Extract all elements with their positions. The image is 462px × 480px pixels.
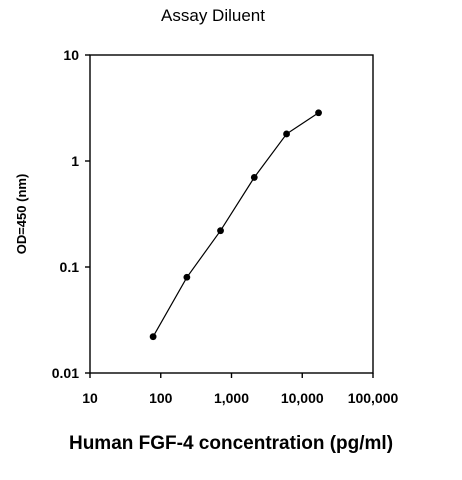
series-group [149,109,322,341]
x-axis-ticks: 10 100 1,000 10,000 100,000 [82,373,399,406]
chart-title: Assay Diluent [161,6,265,25]
y-axis-ticks: 0.01 0.1 1 10 [52,47,90,381]
y-tick-label: 0.01 [52,365,79,381]
x-tick-label: 100,000 [348,390,399,406]
y-tick-label: 0.1 [60,259,80,275]
x-tick-label: 10 [82,390,98,406]
y-tick-label: 10 [63,47,79,63]
data-point [149,333,157,341]
y-tick-label: 1 [71,153,79,169]
data-point [315,109,322,117]
y-axis-label: OD=450 (nm) [14,174,29,255]
x-tick-label: 10,000 [281,390,324,406]
series-line [152,112,319,337]
x-tick-label: 100 [149,390,173,406]
data-point [250,174,258,181]
data-point [183,273,191,281]
data-point [217,227,224,235]
x-tick-label: 1,000 [214,390,249,406]
data-point [283,130,290,138]
x-axis-label: Human FGF-4 concentration (pg/ml) [69,433,393,454]
